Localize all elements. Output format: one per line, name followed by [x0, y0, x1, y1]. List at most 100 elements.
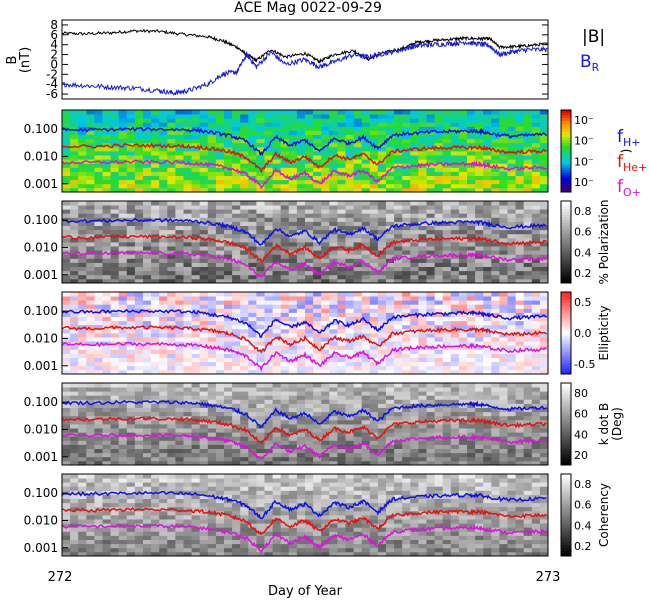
heatmap-cell — [499, 122, 508, 127]
heatmap-cell — [126, 419, 136, 425]
heatmap-cell — [531, 159, 541, 164]
heatmap-cell — [272, 369, 282, 375]
heatmap-cell — [240, 114, 249, 119]
heatmap-cell — [86, 316, 95, 322]
heatmap-cell — [215, 444, 225, 449]
heatmap-cell — [175, 452, 184, 458]
heatmap-cell — [426, 187, 435, 193]
heatmap-cell — [442, 387, 452, 392]
heatmap-cell — [483, 179, 492, 185]
heatmap-cell — [159, 159, 168, 164]
heatmap-cell — [539, 163, 549, 168]
heatmap-cell — [143, 233, 152, 239]
heatmap-cell — [110, 246, 120, 251]
heatmap-cell — [118, 270, 128, 276]
heatmap-cell — [386, 448, 395, 454]
heatmap-cell — [386, 237, 395, 243]
heatmap-cell — [458, 456, 468, 462]
colorbar-segment — [561, 178, 571, 182]
heatmap-cell — [475, 428, 484, 433]
heatmap-cell — [159, 209, 168, 214]
heatmap-cell — [515, 142, 525, 148]
heatmap-cell — [539, 118, 549, 123]
heatmap-cell — [475, 444, 484, 449]
heatmap-cell — [434, 274, 444, 280]
heatmap-cell — [272, 246, 282, 251]
heatmap-cell — [207, 183, 217, 189]
heatmap-cell — [353, 151, 363, 156]
heatmap-cell — [313, 187, 322, 193]
heatmap-cell — [329, 369, 338, 375]
heatmap-cell — [329, 114, 338, 119]
heatmap-cell — [402, 126, 411, 131]
heatmap-cell — [475, 448, 484, 454]
heatmap-cell — [280, 258, 290, 263]
heatmap-cell — [94, 187, 103, 193]
heatmap-cell — [143, 242, 152, 247]
heatmap-cell — [402, 142, 411, 148]
heatmap-cell — [272, 250, 282, 255]
heatmap-cell — [426, 341, 435, 346]
ytick-label: 0.001 — [24, 177, 58, 191]
heatmap-cell — [232, 262, 241, 267]
heatmap-cell — [458, 440, 468, 445]
heatmap-cell — [426, 246, 435, 251]
heatmap-cell — [467, 126, 476, 131]
heatmap-cell — [434, 138, 444, 144]
heatmap-cell — [288, 312, 298, 317]
heatmap-cell — [110, 296, 120, 301]
heatmap-cell — [256, 395, 265, 400]
heatmap-cell — [151, 337, 160, 342]
heatmap-cell — [232, 448, 241, 454]
heatmap-cell — [507, 155, 516, 160]
heatmap-cell — [337, 205, 346, 210]
heatmap-cell — [483, 151, 492, 156]
heatmap-cell — [418, 151, 427, 156]
heatmap-cell — [110, 126, 120, 131]
heatmap-cell — [313, 349, 322, 354]
heatmap-cell — [353, 312, 363, 317]
heatmap-cell — [499, 213, 508, 218]
heatmap-cell — [507, 167, 516, 172]
heatmap-cell — [183, 122, 192, 127]
heatmap-cell — [224, 324, 233, 330]
heatmap-cell — [410, 155, 419, 160]
heatmap-cell — [434, 242, 444, 247]
heatmap-cell — [240, 424, 249, 429]
heatmap-cell — [110, 118, 120, 123]
heatmap-cell — [232, 308, 241, 313]
heatmap-cell — [183, 365, 192, 371]
heatmap-cell — [523, 274, 533, 280]
heatmap-cell — [288, 403, 298, 408]
heatmap-cell — [175, 159, 184, 164]
heatmap-cell — [515, 296, 525, 301]
heatmap-cell — [394, 221, 403, 226]
heatmap-cell — [240, 403, 249, 408]
heatmap-cell — [240, 110, 249, 115]
heatmap-cell — [442, 179, 452, 185]
heatmap-cell — [402, 266, 411, 272]
heatmap-cell — [507, 146, 516, 152]
heatmap-cell — [78, 395, 87, 400]
heatmap-cell — [86, 345, 95, 350]
heatmap-cell — [467, 258, 476, 263]
heatmap-cell — [377, 270, 387, 276]
heatmap-cell — [394, 110, 403, 115]
heatmap-cell — [483, 424, 492, 429]
heatmap-cell — [458, 444, 468, 449]
heatmap-cell — [418, 274, 427, 280]
heatmap-cell — [434, 424, 444, 429]
heatmap-cell — [523, 357, 533, 363]
heatmap-cell — [143, 448, 152, 454]
heatmap-cell — [86, 142, 95, 148]
heatmap-cell — [491, 122, 500, 127]
heatmap-cell — [70, 292, 79, 297]
colorbar-segment — [561, 137, 571, 141]
heatmap-cell — [402, 171, 411, 176]
colorbar-segment — [561, 153, 571, 157]
heatmap-cell — [70, 349, 79, 354]
heatmap-cell — [62, 122, 71, 127]
heatmap-cell — [207, 399, 217, 404]
ytick-label: 0.100 — [24, 395, 58, 409]
heatmap-cell — [86, 333, 95, 338]
